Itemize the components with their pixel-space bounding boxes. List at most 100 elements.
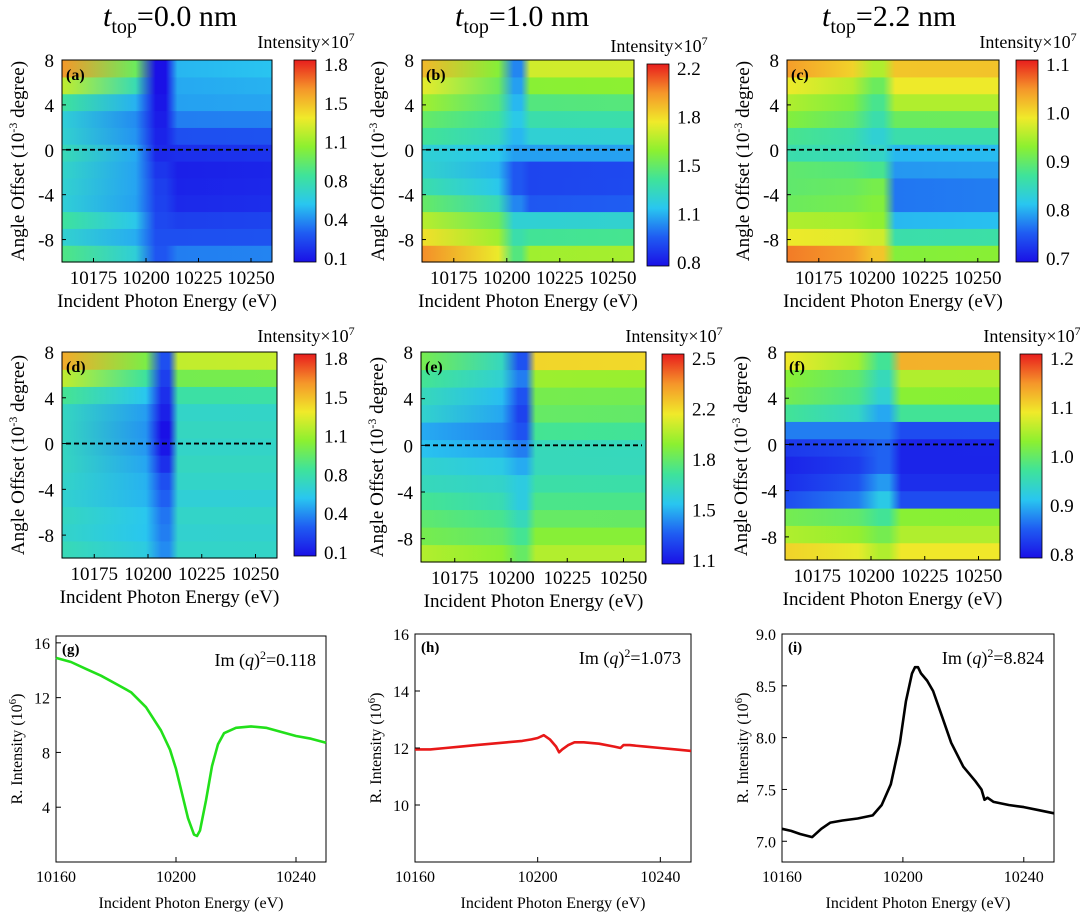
y-tick-label: 8	[404, 343, 414, 364]
colorbar-title: Intensity×107	[257, 30, 354, 52]
y-tick-label: 7.0	[756, 834, 776, 851]
y-axis-label: R. Intensity (106)	[733, 693, 752, 804]
heatmap-row	[422, 76, 634, 95]
y-tick-label: 8	[45, 51, 55, 72]
y-tick-label: 0	[768, 435, 778, 456]
x-tick-label: 10250	[589, 268, 637, 289]
heatmap-row	[785, 542, 1000, 561]
colorbar-tick-label: 1.5	[324, 388, 348, 409]
x-tick-label: 10200	[848, 268, 896, 289]
x-tick-label: 10225	[175, 268, 223, 289]
heatmap-row	[787, 211, 999, 229]
panel-f: 10175 10200 10225 10250 8 4 0 -4 -8 Incident Phot…	[729, 324, 1080, 610]
y-tick-label: -4	[763, 186, 779, 207]
y-tick-label: 9.0	[756, 627, 776, 644]
y-tick-label: -4	[38, 480, 54, 501]
y-tick-label: 0	[45, 435, 55, 456]
colorbar	[1015, 59, 1039, 263]
y-tick-label: 4	[770, 96, 780, 117]
y-tick-label: 12	[393, 741, 409, 758]
heatmap-row	[422, 127, 634, 145]
heatmap-row	[785, 421, 1000, 440]
colorbar-tick-label: 0.8	[677, 253, 701, 274]
x-tick-label: 10200	[483, 268, 531, 289]
panel-d: 10175 10200 10225 10250 8 4 0 -4 -8 Incident Phot…	[6, 324, 355, 608]
x-axis-label: Incident Photon Energy (eV)	[57, 291, 277, 312]
heatmap-row	[421, 492, 646, 511]
heatmap-row	[787, 161, 999, 179]
heatmap-row	[422, 245, 634, 263]
heatmap-row	[62, 144, 272, 162]
heatmap-row	[422, 93, 634, 112]
heatmap-cells	[785, 352, 1000, 561]
x-tick-label: 10200	[518, 869, 558, 886]
y-tick-label: -8	[398, 231, 414, 252]
colorbar-title: Intensity×107	[610, 34, 707, 56]
heatmap-row	[785, 352, 1000, 370]
column-title-3: ttop=2.2 nm	[822, 0, 957, 38]
heatmap-row	[421, 544, 646, 563]
heatmap-row	[421, 352, 646, 371]
y-tick-label: 10	[393, 798, 409, 815]
heatmap-cells	[62, 352, 277, 559]
colorbar	[646, 63, 670, 267]
heatmap-row	[422, 144, 634, 162]
heatmap-row	[62, 352, 277, 370]
series-line	[55, 656, 327, 838]
colorbar-tick-label: 1.8	[692, 450, 716, 471]
plot-frame	[786, 59, 1000, 263]
colorbar	[661, 353, 685, 565]
x-axis-label: Incident Photon Energy (eV)	[783, 589, 1003, 610]
colorbar	[1019, 353, 1043, 559]
x-tick-label: 10225	[901, 566, 949, 587]
panel-label: (g)	[62, 642, 80, 658]
y-tick-label: -8	[763, 231, 779, 252]
heatmap-row	[787, 127, 999, 145]
y-axis-label: R. Intensity (106)	[7, 694, 26, 805]
y-tick-label: 0	[404, 436, 414, 457]
y-tick-label: 12	[34, 691, 50, 708]
colorbar-tick-label: 0.8	[1050, 545, 1074, 566]
x-tick-label: 10175	[795, 268, 843, 289]
heatmap-row	[785, 456, 1000, 474]
x-tick-label: 10225	[544, 568, 592, 589]
heatmap-row	[62, 228, 272, 246]
heatmap-row	[62, 245, 272, 263]
panel-h: 10160 10200 10240 10 12 14 16 Incident Photon E…	[366, 627, 692, 912]
x-tick-label: 10250	[954, 268, 1002, 289]
heatmap-row	[62, 76, 272, 95]
panel-label: (i)	[788, 640, 802, 656]
heatmap-row	[62, 420, 277, 439]
panel-label: (c)	[791, 67, 809, 84]
series-line	[781, 665, 1055, 839]
colorbar-tick-label: 1.1	[1046, 55, 1070, 76]
x-axis-label: Incident Photon Energy (eV)	[99, 895, 284, 912]
heatmap-row	[62, 127, 272, 145]
heatmap-row	[422, 110, 634, 128]
x-tick-label: 10240	[640, 869, 680, 886]
heatmap-row	[785, 386, 1000, 405]
x-tick-label: 10175	[794, 566, 842, 587]
colorbar-tick-label: 0.9	[1050, 496, 1074, 517]
colorbar-tick-label: 0.8	[324, 465, 348, 486]
x-tick-label: 10225	[536, 268, 584, 289]
x-tick-label: 10160	[36, 869, 76, 886]
x-tick-label: 10250	[232, 564, 280, 585]
colorbar-title: Intensity×107	[983, 324, 1080, 346]
heatmap-row	[422, 177, 634, 196]
heatmap-row	[62, 540, 277, 559]
heatmap-row	[422, 161, 634, 179]
y-axis-label: Angle Offset (10-3 degree)	[366, 61, 389, 261]
y-tick-label: 4	[405, 96, 415, 117]
colorbar-tick-label: 2.2	[677, 59, 701, 80]
panel-g: 10160 10200 10240 4 8 12 16 Incident Photon Ene…	[7, 635, 327, 912]
heatmap-row	[62, 93, 272, 112]
colorbar-tick-label: 0.1	[324, 543, 348, 564]
y-tick-label: 4	[768, 389, 778, 410]
x-tick-label: 10225	[178, 564, 226, 585]
x-tick-label: 10240	[1004, 869, 1044, 886]
colorbar	[293, 59, 317, 263]
colorbar-tick-label: 1.1	[1050, 398, 1074, 419]
heatmap-row	[62, 211, 272, 229]
colorbar-tick-label: 2.2	[692, 400, 716, 421]
